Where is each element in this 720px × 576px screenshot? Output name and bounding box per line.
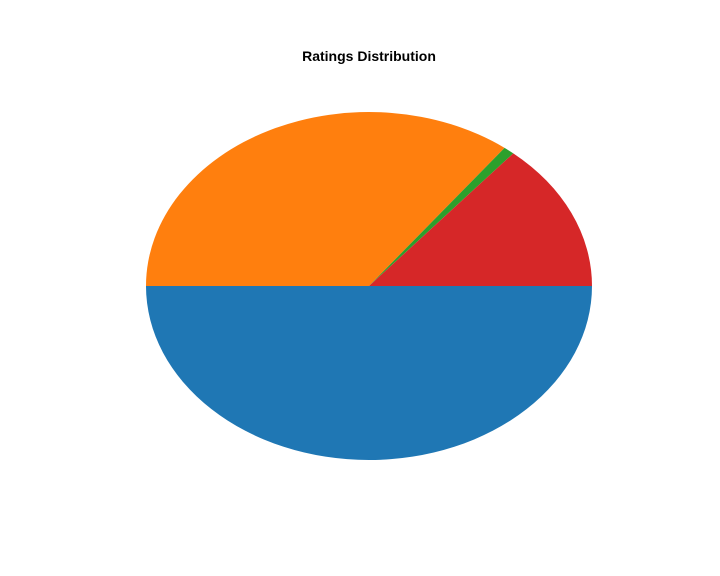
pie-slice-1 (146, 286, 592, 460)
pie-slice-3 (369, 147, 514, 286)
pie-slice-2 (146, 112, 505, 286)
pie-slice-4 (369, 153, 592, 286)
chart-title: Ratings Distribution (302, 48, 436, 64)
